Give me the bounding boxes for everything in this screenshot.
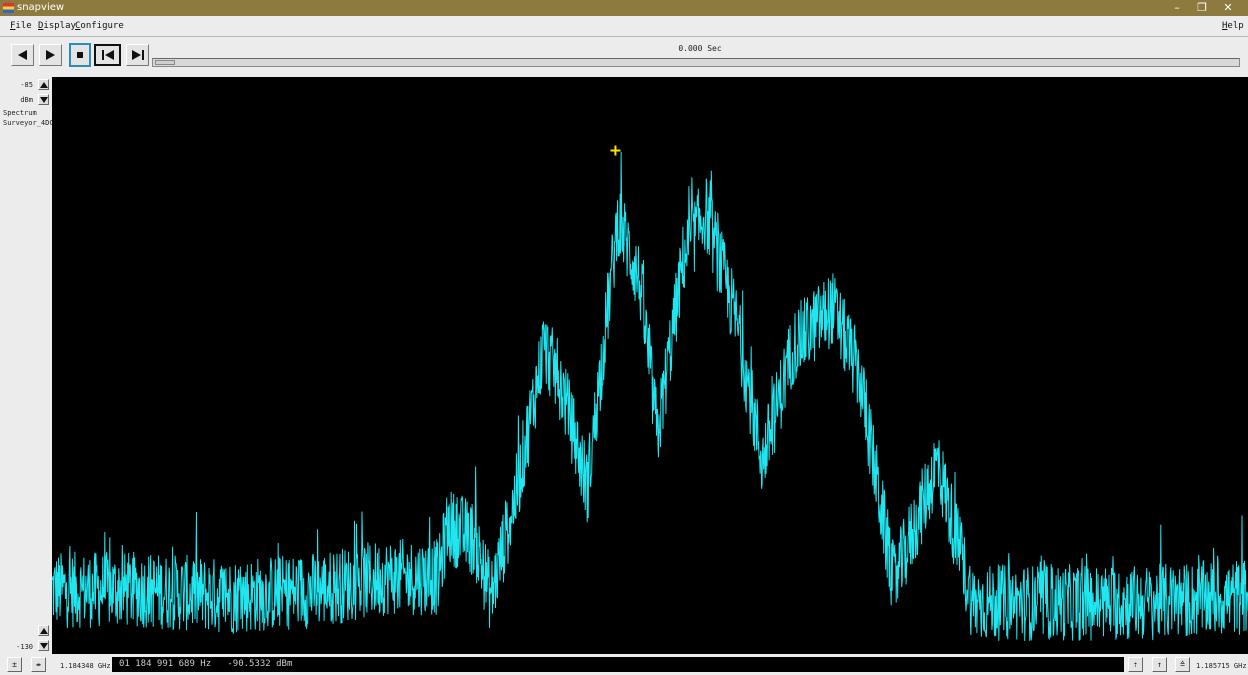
zoom-x-icon: ⇹ bbox=[36, 660, 41, 669]
menu-help[interactable]: Help bbox=[1222, 21, 1244, 31]
peak-marker bbox=[610, 145, 621, 156]
skip-end-icon bbox=[131, 50, 141, 60]
marker-readout: 01 184 991 689 Hz -90.5332 dBm bbox=[112, 657, 1124, 672]
skip-start-icon bbox=[101, 50, 104, 60]
stop-button[interactable] bbox=[69, 43, 91, 67]
time-slider-thumb[interactable] bbox=[155, 60, 175, 65]
arrow-down-icon bbox=[39, 642, 48, 649]
menu-configure[interactable]: Configure bbox=[75, 21, 124, 31]
marker-up-button[interactable]: ↑ bbox=[1152, 657, 1167, 672]
zoom-y-icon: ± bbox=[12, 660, 17, 669]
spectrum-chart bbox=[52, 145, 1248, 642]
play-icon bbox=[46, 50, 55, 60]
marker-up-icon: ↑ bbox=[1157, 660, 1162, 669]
menu-display[interactable]: Display bbox=[38, 21, 76, 31]
y-axis-top-label: -85 bbox=[20, 81, 33, 89]
minimize-button[interactable]: – bbox=[1174, 1, 1180, 14]
zoom-y-button[interactable]: ± bbox=[7, 657, 22, 672]
menu-file[interactable]: File bbox=[10, 21, 32, 31]
status-bar: ± ⇹ 1.184348 GHz 01 184 991 689 Hz -90.5… bbox=[0, 654, 1248, 675]
stop-icon bbox=[77, 52, 83, 58]
window-title: snapview bbox=[17, 2, 65, 13]
y-top-down-button[interactable] bbox=[38, 94, 49, 105]
close-button[interactable]: ✕ bbox=[1223, 1, 1233, 14]
peak-search-button[interactable]: ⇡ bbox=[1128, 657, 1143, 672]
arrow-up-icon bbox=[39, 81, 48, 88]
y-axis-unit-label: dBm bbox=[20, 96, 33, 104]
peak-icon: ⇡ bbox=[1133, 660, 1138, 669]
y-axis-panel: -85 dBm Spectrum Surveyor_4DC -130 bbox=[0, 77, 52, 654]
y-axis-bottom-label: -130 bbox=[16, 643, 33, 651]
spectrum-plot[interactable] bbox=[52, 77, 1248, 654]
y-bottom-down-button[interactable] bbox=[38, 640, 49, 651]
restore-button[interactable]: ❐ bbox=[1197, 1, 1207, 14]
spectrum-trace bbox=[52, 151, 1248, 642]
skip-start-button[interactable] bbox=[94, 44, 121, 66]
x-axis-right-label: 1.185715 GHz bbox=[1196, 662, 1247, 670]
zoom-x-button[interactable]: ⇹ bbox=[31, 657, 46, 672]
y-bottom-up-button[interactable] bbox=[38, 625, 49, 636]
arrow-down-icon bbox=[39, 96, 48, 103]
marker-delta-button[interactable]: ≙ bbox=[1175, 657, 1190, 672]
marker-delta-icon: ≙ bbox=[1180, 660, 1185, 669]
rewind-icon bbox=[18, 50, 27, 60]
app-icon bbox=[3, 3, 14, 13]
rewind-button[interactable] bbox=[11, 44, 34, 66]
trace-label-device: Surveyor_4DC bbox=[3, 119, 52, 127]
x-axis-left-label: 1.184348 GHz bbox=[60, 662, 111, 670]
menu-bar: File Display Configure Help bbox=[0, 16, 1248, 37]
trace-label-spectrum: Spectrum bbox=[3, 109, 37, 117]
transport-toolbar: 0.000 Sec bbox=[0, 38, 1248, 75]
play-button[interactable] bbox=[39, 44, 62, 66]
y-top-up-button[interactable] bbox=[38, 79, 49, 90]
time-readout: 0.000 Sec bbox=[678, 44, 722, 53]
title-bar: snapview – ❐ ✕ bbox=[0, 0, 1248, 16]
skip-end-button[interactable] bbox=[126, 44, 149, 66]
time-slider[interactable] bbox=[152, 58, 1240, 67]
arrow-up-icon bbox=[39, 627, 48, 634]
